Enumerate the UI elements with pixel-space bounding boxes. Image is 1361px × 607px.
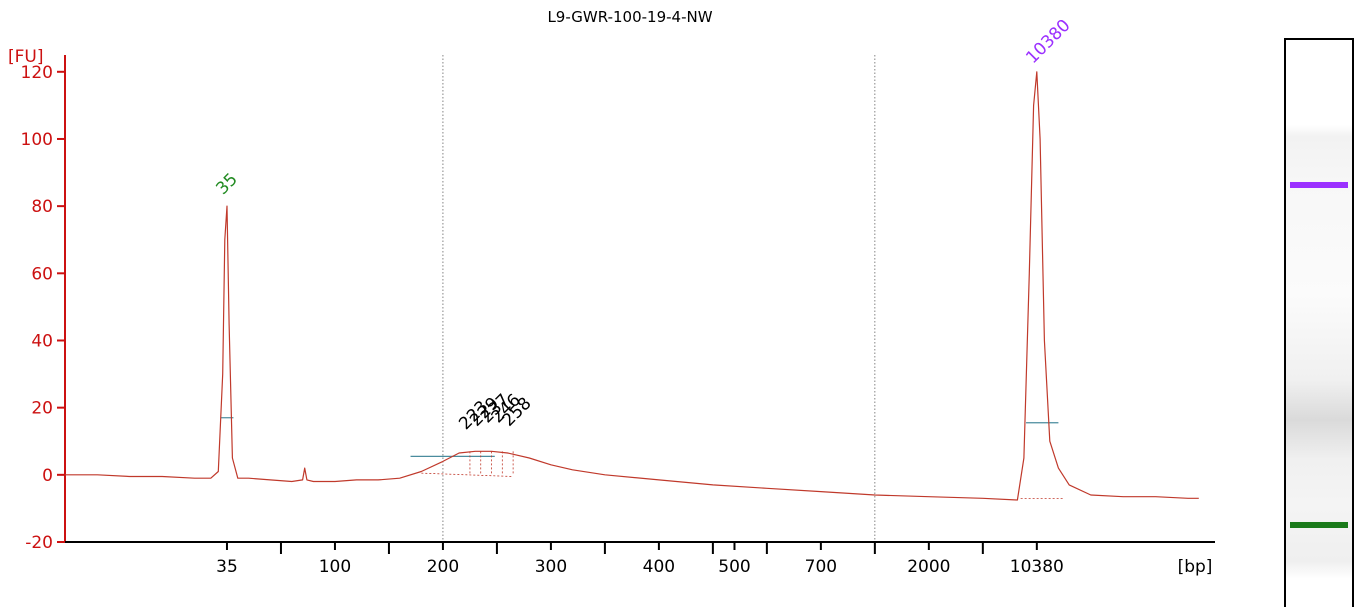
trace-line	[65, 71, 1199, 501]
y-axis-label: [FU]	[8, 47, 44, 67]
x-tick-label: 400	[643, 557, 675, 577]
y-tick-label: 20	[31, 399, 53, 419]
y-tick-label: 0	[42, 466, 53, 486]
x-tick-label: 300	[535, 557, 567, 577]
x-tick-label: 200	[427, 557, 459, 577]
y-tick-label: 80	[31, 197, 53, 217]
gel-band	[1290, 521, 1348, 528]
y-tick-label: 40	[31, 331, 53, 351]
x-axis-label: [bp]	[1178, 557, 1213, 577]
x-tick-label: 2000	[907, 557, 950, 577]
y-tick-label: -20	[25, 533, 53, 553]
peak-label: 10380	[1022, 16, 1074, 68]
chart-title: L9-GWR-100-19-4-NW	[547, 8, 713, 26]
peak-label: 35	[212, 170, 241, 199]
x-tick-label: 100	[319, 557, 351, 577]
integration-line	[421, 472, 514, 477]
y-tick-label: 120	[21, 63, 53, 83]
y-tick-label: 100	[21, 130, 53, 150]
x-tick-label: 500	[718, 557, 750, 577]
y-tick-label: 60	[31, 264, 53, 284]
x-tick-label: 35	[216, 557, 238, 577]
x-tick-label: 10380	[1010, 557, 1064, 577]
gel-band	[1290, 181, 1348, 188]
x-tick-label: 700	[805, 557, 837, 577]
electropherogram-chart: -20 0 20 40 60 80 100 120[FU] 35 100 200 300 400 500 7…	[8, 16, 1215, 577]
gel-lane	[1284, 38, 1354, 607]
